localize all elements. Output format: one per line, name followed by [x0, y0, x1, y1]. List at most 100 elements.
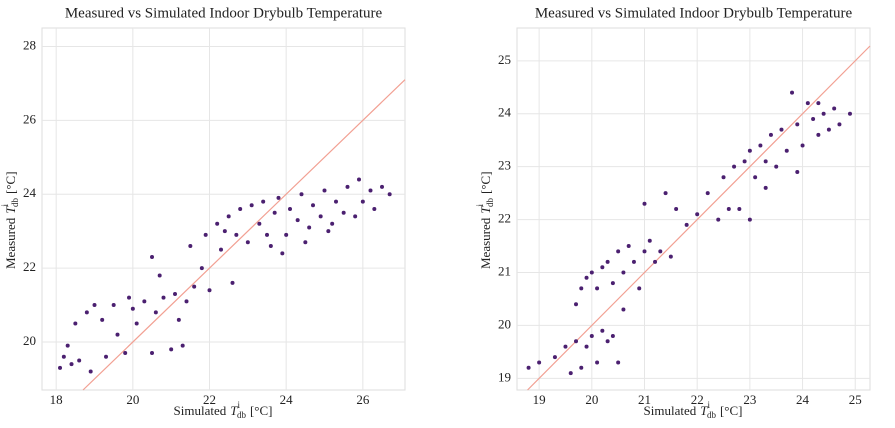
point — [621, 307, 626, 312]
point — [265, 232, 270, 237]
point — [215, 221, 220, 226]
point — [268, 243, 273, 248]
point — [600, 265, 605, 270]
point — [387, 192, 392, 197]
point — [721, 175, 726, 180]
point — [742, 159, 747, 164]
point — [579, 365, 584, 370]
point — [222, 229, 227, 234]
point — [84, 310, 89, 315]
point — [574, 302, 579, 307]
point — [69, 362, 74, 367]
point — [380, 184, 385, 189]
point — [188, 243, 193, 248]
axis-label: Simulated Ti db [°C] — [644, 400, 743, 420]
point — [674, 207, 679, 211]
point — [307, 225, 312, 230]
identity-line — [82, 79, 406, 391]
y-tick-label: 23 — [498, 158, 511, 173]
point — [357, 177, 362, 182]
point — [610, 334, 615, 339]
point — [684, 222, 689, 227]
point — [779, 127, 784, 132]
point — [219, 247, 224, 252]
point — [207, 288, 212, 293]
label-symbol: T — [478, 206, 493, 214]
point — [334, 199, 339, 204]
point — [234, 232, 239, 237]
x-tick-label: 20 — [585, 392, 598, 407]
point — [579, 286, 584, 291]
point — [568, 371, 573, 376]
x-tick-label: 21 — [638, 392, 651, 407]
point — [173, 291, 178, 296]
point — [130, 306, 135, 311]
subplot: 19 20 21 22 23 24 25 19 20 21 22 23 24 25 Measured vs … — [475, 5, 871, 420]
point — [326, 229, 331, 234]
point — [276, 195, 281, 200]
point — [605, 339, 610, 344]
x-tick-label: 26 — [356, 392, 370, 407]
point — [345, 184, 350, 189]
point — [584, 275, 589, 280]
point — [653, 259, 658, 264]
chart-title: Measured vs Simulated Indoor Drybulb Tem… — [65, 5, 383, 21]
y-tick-label: 20 — [498, 316, 511, 331]
point — [288, 207, 293, 211]
point — [616, 360, 621, 365]
x-tick-label: 19 — [533, 392, 546, 407]
point — [595, 286, 600, 291]
y-tick-label: 22 — [498, 211, 511, 226]
point — [284, 232, 289, 237]
point — [732, 164, 737, 169]
chart-title: Measured vs Simulated Indoor Drybulb Tem… — [535, 5, 853, 21]
point — [774, 164, 779, 169]
point — [847, 111, 852, 116]
point — [784, 148, 789, 153]
point — [811, 117, 816, 122]
point — [716, 217, 721, 222]
point — [299, 192, 304, 197]
subplot: 18 20 22 24 26 20 22 24 26 28 Measured vs Simulate… — [0, 5, 406, 420]
label-text: Measured — [3, 217, 18, 269]
point — [150, 255, 155, 260]
point — [65, 343, 70, 348]
x-tick-label: 20 — [126, 392, 139, 407]
point — [526, 365, 531, 370]
label-unit: [°C] — [250, 403, 273, 418]
point — [605, 259, 610, 264]
point — [763, 185, 768, 190]
point — [330, 221, 335, 226]
point — [595, 360, 600, 365]
x-tick-label: 24 — [280, 392, 294, 407]
label-text: Simulated — [174, 403, 227, 418]
point — [203, 232, 208, 237]
point — [768, 132, 773, 137]
point — [552, 355, 557, 360]
point — [199, 266, 204, 271]
label-sub: db — [10, 197, 20, 207]
label-symbol: T — [700, 403, 708, 418]
point — [747, 148, 752, 153]
label-text: Measured — [478, 217, 493, 269]
point — [226, 214, 231, 219]
point — [832, 106, 837, 111]
y-tick-label: 21 — [498, 263, 511, 278]
point — [600, 328, 605, 333]
identity-line — [527, 45, 871, 391]
point — [341, 210, 346, 215]
label-sub: db — [485, 197, 495, 207]
point — [610, 281, 615, 286]
point — [58, 365, 63, 370]
point — [563, 344, 568, 349]
label-symbol: T — [230, 403, 238, 418]
point — [753, 175, 758, 180]
point — [647, 238, 652, 243]
point — [631, 259, 636, 264]
label-sup: i — [475, 204, 485, 207]
point — [816, 101, 821, 106]
point — [747, 217, 752, 222]
label-sub: db — [237, 410, 247, 420]
point — [695, 212, 700, 217]
